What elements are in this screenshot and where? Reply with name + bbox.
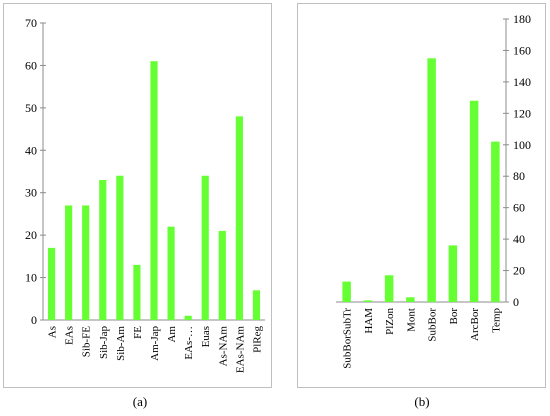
y-tick-label: 50 [25,101,37,115]
category-label: Am-Jap [149,326,161,361]
y-tick-label: 10 [25,271,37,285]
category-label: ArcBor [469,308,481,341]
bar-sib-fe [82,205,90,320]
category-label: As [47,326,59,338]
bar-as [47,247,56,320]
bar-sib-jap [99,179,107,320]
y-tick-label: 30 [25,186,37,200]
y-tick-label: 160 [513,43,531,57]
bar-eas [65,205,73,320]
y-tick-label: 140 [513,75,531,89]
bar-am [167,226,175,320]
y-tick-label: 60 [25,58,37,72]
y-tick-label: 40 [513,232,525,246]
bar-mont [406,297,415,302]
category-label: PlReg [251,326,263,353]
category-label: Sib-Jap [98,326,110,360]
bar-as-nam [218,230,226,320]
category-label: Euas [200,326,212,347]
bar-eas-nam [235,116,243,320]
category-label: EAs-NAm [234,326,246,373]
bar-fe [133,264,141,320]
chart-panel-a: 0 10 20 30 40 50 60 70 As EAs Sib-FE Sib-Jap Sib-Am F… [3,3,272,388]
bar-temp [491,141,500,302]
category-label: Sib-Am [115,326,127,361]
category-label: HAM [363,308,375,334]
category-label: PlZon [384,308,396,335]
category-label: Sib-FE [81,326,93,357]
y-tick-label: 20 [513,264,525,278]
y-tick-label: 180 [513,12,531,26]
bar-plzon [384,275,394,302]
chart-panel-b: 0 20 40 60 80 100 120 140 160 180 SubBorSubTr HAM Pl… [297,3,546,388]
category-label: Bor [448,308,460,325]
category-label: Temp [490,308,502,333]
category-label: EAs-… [183,326,195,360]
category-label: As-NAm [217,326,229,367]
bar-plreg [252,290,261,320]
category-label: SubBor [427,308,439,342]
category-label: SubBorSubTr [342,308,354,369]
bar-bor [448,245,458,302]
bar-eas- [184,315,192,320]
y-tick-label: 70 [25,16,37,30]
bar-arcbor [469,100,479,302]
bar-chart-b: 0 20 40 60 80 100 120 140 160 180 SubBorSubTr HAM Pl… [336,12,531,369]
y-tick-label: 40 [25,143,37,157]
bar-subborsubtr [342,281,351,302]
category-label: Am [166,326,178,343]
bar-ham [363,300,373,302]
category-label: FE [132,326,144,339]
category-label: EAs [64,326,76,345]
y-tick-label: 20 [25,228,37,242]
bar-am-jap [150,61,158,320]
caption-b: (b) [414,394,430,409]
y-tick-label: 100 [513,138,531,152]
y-tick-label: 0 [31,313,37,327]
caption-a: (a) [132,394,148,409]
category-label: Mont [405,308,417,332]
bar-sib-am [116,175,124,320]
bar-euas [201,175,209,320]
y-tick-label: 0 [513,295,519,309]
bar-chart-a: 0 10 20 30 40 50 60 70 As EAs Sib-FE Sib-Jap Sib-Am F… [25,16,265,373]
y-tick-label: 80 [513,169,525,183]
bar-subbor [427,58,436,302]
y-tick-label: 60 [513,201,525,215]
y-tick-label: 120 [513,106,531,120]
